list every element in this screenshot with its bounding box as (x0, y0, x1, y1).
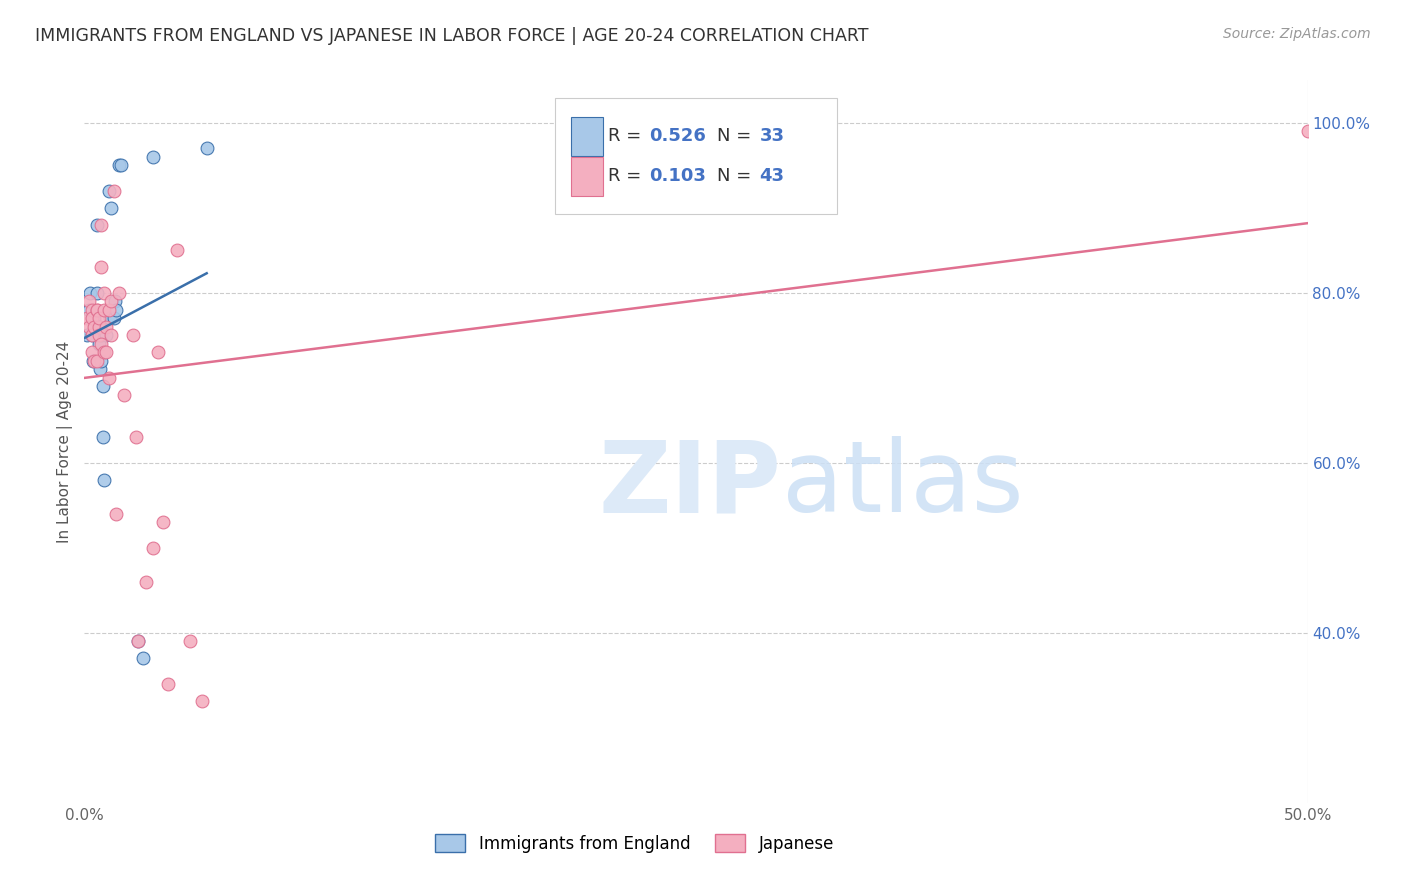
Point (93, 473, 115, 487)
Point (142, 541, 165, 555)
Point (107, 158, 129, 172)
Text: N =: N = (717, 167, 756, 185)
Point (76, 328, 98, 343)
Point (156, 677, 179, 691)
Point (77, 294, 100, 309)
Point (100, 328, 122, 343)
Point (93, 285, 115, 300)
Point (107, 285, 129, 300)
Point (100, 294, 122, 309)
Text: N =: N = (717, 128, 756, 145)
Point (179, 634, 201, 648)
Point (77, 302, 100, 317)
Point (96, 345, 118, 359)
Point (96, 319, 118, 334)
FancyBboxPatch shape (571, 117, 603, 156)
Point (142, 150, 165, 164)
Point (90, 260, 112, 275)
Point (98, 311, 121, 326)
Point (127, 634, 149, 648)
Point (87, 319, 110, 334)
Text: ZIP: ZIP (598, 436, 780, 533)
Point (89, 319, 111, 334)
Point (195, 141, 218, 155)
Point (77, 319, 100, 334)
Point (100, 201, 122, 215)
Text: atlas: atlas (782, 436, 1024, 533)
Text: 33: 33 (759, 128, 785, 145)
Point (80, 345, 103, 359)
FancyBboxPatch shape (571, 156, 603, 195)
Point (80, 328, 103, 343)
Text: Source: ZipAtlas.com: Source: ZipAtlas.com (1223, 27, 1371, 41)
Point (90, 353, 112, 368)
FancyBboxPatch shape (555, 98, 837, 214)
Point (86, 302, 108, 317)
Point (146, 345, 169, 359)
Point (80, 311, 103, 326)
Point (87, 319, 110, 334)
Point (1296, 124, 1319, 138)
Point (89, 362, 111, 376)
Point (91, 379, 114, 393)
Point (76, 311, 98, 326)
Point (127, 634, 149, 648)
Point (80, 311, 103, 326)
Point (105, 302, 128, 317)
Point (87, 328, 110, 343)
Point (82, 353, 104, 368)
Point (122, 328, 145, 343)
Point (112, 388, 135, 402)
Point (80, 328, 103, 343)
Text: R =: R = (607, 128, 647, 145)
Point (93, 345, 115, 359)
Point (105, 507, 128, 521)
Point (84, 319, 107, 334)
Point (125, 430, 148, 444)
Point (80, 302, 103, 317)
Point (97, 184, 120, 198)
Point (90, 328, 112, 343)
Point (86, 302, 108, 317)
Point (90, 218, 112, 232)
Point (83, 311, 105, 326)
Point (97, 302, 120, 317)
Point (135, 574, 157, 589)
Point (83, 353, 105, 368)
Text: 0.526: 0.526 (650, 128, 706, 145)
Point (191, 694, 214, 708)
Text: 43: 43 (759, 167, 785, 185)
Point (87, 311, 110, 326)
Text: R =: R = (607, 167, 647, 185)
Point (152, 516, 174, 530)
Point (86, 353, 108, 368)
Legend: Immigrants from England, Japanese: Immigrants from England, Japanese (429, 828, 841, 860)
Point (103, 311, 125, 326)
Y-axis label: In Labor Force | Age 20-24: In Labor Force | Age 20-24 (58, 341, 73, 542)
Point (90, 336, 112, 351)
Point (132, 651, 155, 665)
Text: 0.103: 0.103 (650, 167, 706, 185)
Point (103, 184, 125, 198)
Point (110, 158, 132, 172)
Point (97, 371, 120, 385)
Point (86, 218, 108, 232)
Point (79, 285, 101, 300)
Point (87, 336, 110, 351)
Point (87, 319, 110, 334)
Point (91, 430, 114, 444)
Point (166, 244, 188, 258)
Text: IMMIGRANTS FROM ENGLAND VS JAPANESE IN LABOR FORCE | AGE 20-24 CORRELATION CHART: IMMIGRANTS FROM ENGLAND VS JAPANESE IN L… (35, 27, 869, 45)
Point (96, 328, 118, 343)
Point (83, 319, 105, 334)
Point (104, 294, 127, 309)
Point (93, 302, 115, 317)
Point (86, 285, 108, 300)
